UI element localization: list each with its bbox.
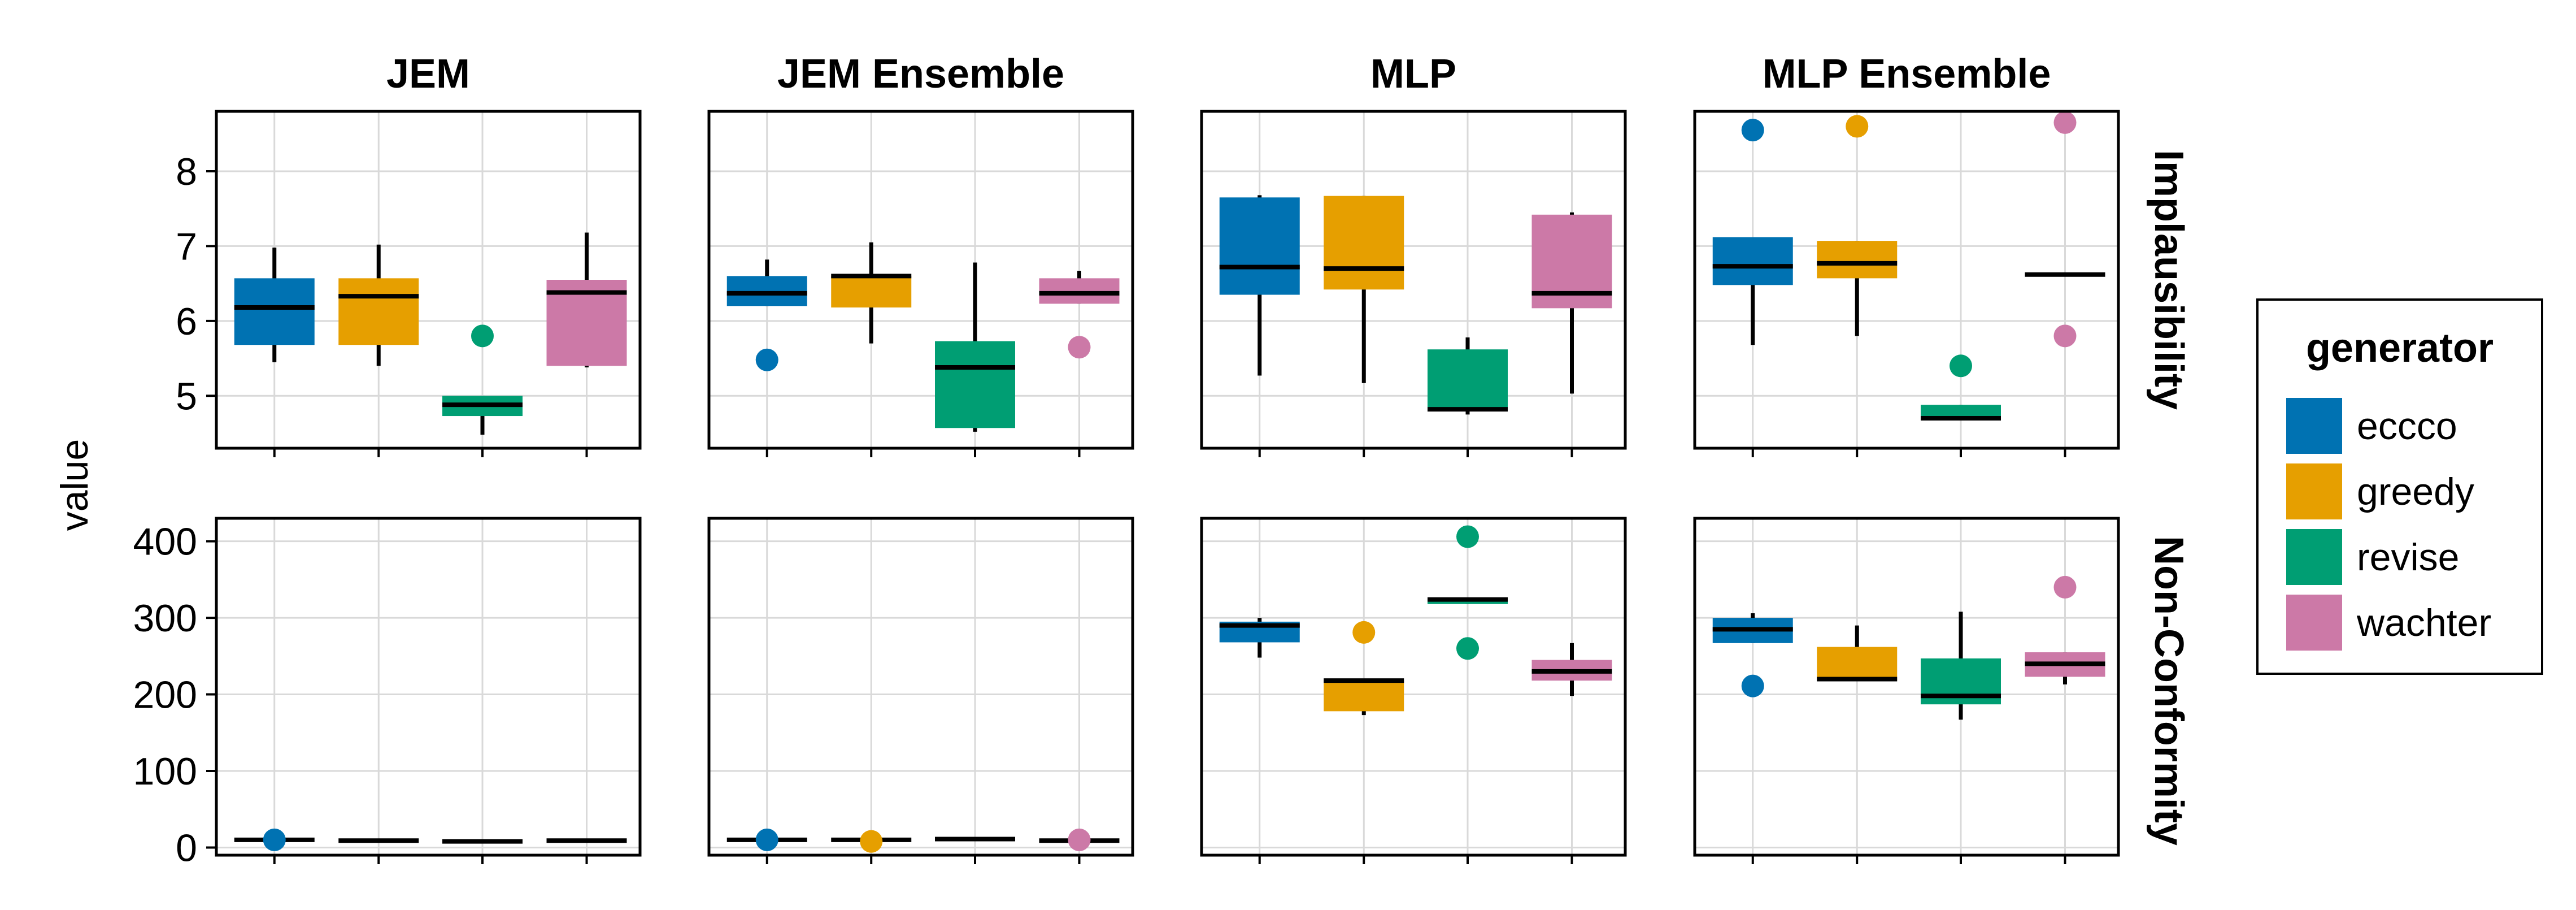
panel-frame xyxy=(1200,110,1627,450)
box-revise xyxy=(1428,599,1508,604)
box-revise xyxy=(1921,405,2001,419)
legend-swatch-eccco xyxy=(2286,398,2342,454)
panel-frame xyxy=(1200,517,1627,857)
legend-label-greedy: greedy xyxy=(2357,470,2474,513)
box-greedy xyxy=(1324,196,1404,290)
box-revise xyxy=(935,341,1015,428)
y-axis-label: value xyxy=(53,439,96,531)
y-tick-label: 6 xyxy=(176,300,197,343)
legend-swatch-wachter xyxy=(2286,595,2342,651)
legend-swatch-greedy xyxy=(2286,463,2342,519)
legend-label-revise: revise xyxy=(2357,536,2459,579)
panel-frame xyxy=(707,110,1134,450)
row-label-implausibility: Implausibility xyxy=(2146,150,2191,410)
y-tick-label: 8 xyxy=(176,150,197,193)
y-tick-label: 100 xyxy=(133,750,197,793)
box-revise xyxy=(1428,349,1508,410)
y-tick-label: 400 xyxy=(133,521,197,564)
outlier-wachter xyxy=(1068,336,1091,359)
box-greedy xyxy=(338,278,419,345)
outlier-eccco xyxy=(755,828,778,851)
panel-jem-non-conformity xyxy=(215,517,642,864)
outlier-revise xyxy=(1456,525,1479,548)
panel-frame xyxy=(215,110,642,450)
column-title-jem: JEM xyxy=(386,51,470,97)
box-greedy xyxy=(1324,681,1404,712)
box-greedy xyxy=(831,276,912,308)
panel-frame xyxy=(215,517,642,857)
labels-layer: 5 6 7 8 0 100 200 300 400 xyxy=(133,150,216,869)
outlier-eccco xyxy=(1741,119,1764,142)
panel-mlp-ensemble-non-conformity xyxy=(1693,517,2120,864)
legend-swatch-revise xyxy=(2286,529,2342,585)
outlier-wachter xyxy=(1068,828,1091,851)
box-eccco xyxy=(1219,197,1300,295)
panel-jem-ensemble-non-conformity xyxy=(707,517,1134,864)
outlier-wachter xyxy=(2053,575,2077,599)
y-tick-label: 5 xyxy=(176,375,197,418)
outlier-eccco xyxy=(263,828,286,851)
outlier-wachter xyxy=(2053,324,2077,348)
y-tick-label: 200 xyxy=(133,674,197,717)
y-tick-label: 7 xyxy=(176,225,197,268)
y-tick-label: 300 xyxy=(133,597,197,640)
panel-mlp-ensemble-implausibility xyxy=(1693,110,2120,457)
outlier-wachter xyxy=(2053,111,2077,134)
outlier-eccco xyxy=(755,348,778,371)
box-greedy xyxy=(1817,647,1898,681)
column-title-mlp: MLP xyxy=(1370,51,1456,97)
outlier-revise xyxy=(1950,354,1972,378)
outlier-eccco xyxy=(1741,674,1764,697)
panel-mlp-non-conformity xyxy=(1200,517,1627,864)
legend-label-eccco: eccco xyxy=(2357,405,2457,448)
column-title-jem-ensemble: JEM Ensemble xyxy=(777,51,1064,97)
panel-frame xyxy=(1693,110,2120,450)
y-tick-label: 0 xyxy=(176,826,197,869)
panel-frame xyxy=(1693,517,2120,857)
outlier-greedy xyxy=(1352,621,1376,644)
outlier-greedy xyxy=(860,830,883,853)
box-greedy xyxy=(1817,241,1898,279)
panel-jem-ensemble-implausibility xyxy=(707,110,1134,457)
panel-frame xyxy=(707,517,1134,857)
panel-mlp-implausibility xyxy=(1200,110,1627,457)
row-label-non-conformity: Non-Conformity xyxy=(2146,536,2191,846)
legend: generator eccco greedy revise wachter xyxy=(2256,298,2543,675)
box-eccco xyxy=(234,278,315,345)
outlier-greedy xyxy=(1846,115,1869,138)
box-eccco xyxy=(1712,237,1793,285)
panel-jem-implausibility xyxy=(215,110,642,457)
legend-label-wachter: wachter xyxy=(2356,601,2491,644)
legend-title: generator xyxy=(2306,326,2494,371)
outlier-revise xyxy=(471,324,494,348)
panels-layer xyxy=(215,110,2120,864)
column-title-mlp-ensemble: MLP Ensemble xyxy=(1763,51,2051,97)
outlier-revise xyxy=(1456,637,1479,660)
